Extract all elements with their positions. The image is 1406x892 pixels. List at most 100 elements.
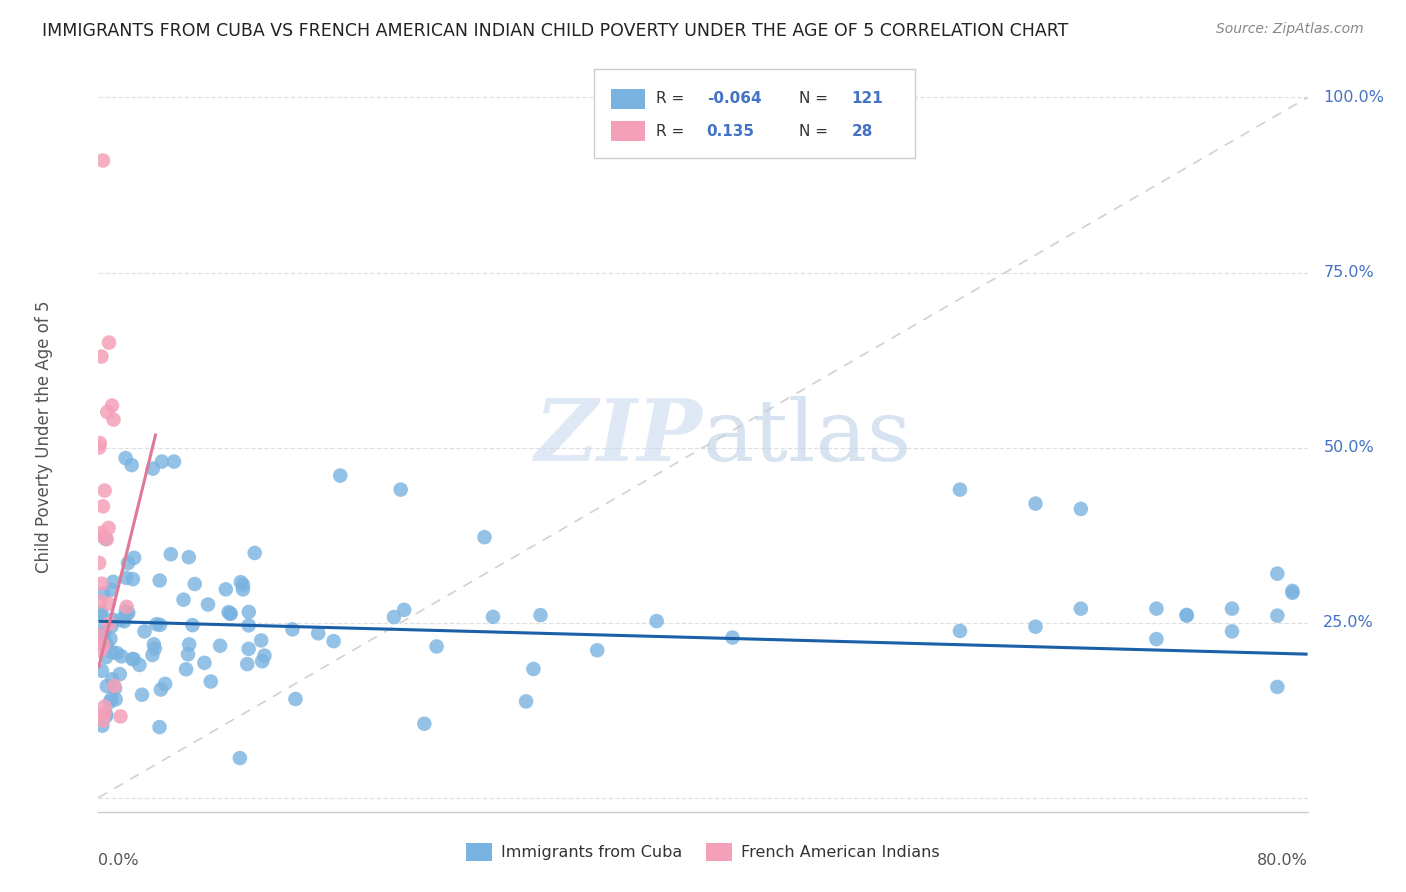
Point	[89, 643, 111, 657]
Point	[90, 350, 112, 364]
Point	[101, 673, 124, 687]
Point	[108, 667, 131, 681]
Point	[1220, 624, 1243, 639]
Point	[122, 652, 145, 666]
Point	[163, 454, 186, 468]
Point	[96, 679, 118, 693]
Point	[149, 682, 172, 697]
Point	[97, 521, 120, 535]
Point	[229, 751, 252, 765]
Text: 50.0%: 50.0%	[1323, 440, 1374, 455]
Point	[93, 699, 115, 714]
Point	[238, 618, 260, 632]
Point	[193, 656, 215, 670]
Point	[238, 605, 260, 619]
Point	[529, 608, 551, 623]
Point	[426, 640, 449, 654]
Point	[522, 662, 544, 676]
Point	[329, 468, 352, 483]
Point	[91, 719, 114, 733]
Point	[101, 645, 124, 659]
Point	[1220, 601, 1243, 615]
Point	[115, 607, 138, 622]
Point	[89, 436, 111, 450]
Point	[142, 637, 165, 651]
Point	[218, 605, 240, 619]
Point	[1267, 680, 1289, 694]
Point	[121, 572, 143, 586]
Point	[104, 681, 127, 696]
Point	[103, 574, 125, 589]
Text: -0.064: -0.064	[707, 91, 761, 106]
Point	[96, 405, 118, 419]
Point	[149, 618, 172, 632]
Point	[128, 657, 150, 672]
Point	[96, 532, 118, 546]
Point	[97, 597, 120, 611]
Point	[89, 441, 111, 455]
Point	[215, 582, 238, 597]
Point	[243, 546, 266, 560]
Point	[382, 610, 405, 624]
Point	[1281, 586, 1303, 600]
Point	[141, 648, 163, 662]
Point	[94, 709, 117, 723]
Point	[389, 483, 412, 497]
Point	[645, 614, 668, 628]
Point	[1024, 620, 1046, 634]
Point	[1267, 608, 1289, 623]
Point	[89, 594, 111, 608]
Point	[1144, 601, 1167, 615]
Point	[307, 626, 329, 640]
Point	[392, 603, 415, 617]
Point	[98, 616, 121, 631]
Point	[98, 695, 121, 709]
Point	[219, 607, 242, 621]
Point	[91, 586, 114, 600]
Text: R =: R =	[655, 124, 689, 138]
Point	[177, 550, 200, 565]
Text: 80.0%: 80.0%	[1257, 853, 1308, 868]
Point	[181, 618, 204, 632]
Point	[238, 641, 260, 656]
Text: 121: 121	[852, 91, 883, 106]
Point	[89, 607, 111, 621]
Point	[94, 707, 117, 722]
Point	[121, 458, 143, 472]
Point	[90, 525, 112, 540]
Point	[173, 592, 195, 607]
Point	[482, 610, 505, 624]
Point	[110, 709, 132, 723]
Point	[100, 632, 122, 646]
Point	[91, 638, 114, 652]
Point	[150, 454, 173, 468]
Text: Source: ZipAtlas.com: Source: ZipAtlas.com	[1216, 22, 1364, 37]
Text: 75.0%: 75.0%	[1323, 265, 1374, 280]
Point	[284, 692, 307, 706]
FancyBboxPatch shape	[595, 70, 915, 158]
Point	[90, 576, 112, 591]
Point	[93, 633, 115, 648]
Point	[117, 606, 139, 620]
Point	[94, 650, 117, 665]
Point	[117, 556, 139, 570]
Point	[200, 674, 222, 689]
Text: 0.135: 0.135	[707, 124, 755, 138]
Text: IMMIGRANTS FROM CUBA VS FRENCH AMERICAN INDIAN CHILD POVERTY UNDER THE AGE OF 5 : IMMIGRANTS FROM CUBA VS FRENCH AMERICAN …	[42, 22, 1069, 40]
Point	[153, 677, 176, 691]
Point	[114, 604, 136, 618]
Point	[184, 577, 207, 591]
Point	[586, 643, 609, 657]
Point	[89, 628, 111, 642]
Point	[721, 631, 744, 645]
Point	[1070, 601, 1092, 615]
Point	[112, 614, 135, 628]
Point	[1175, 607, 1198, 622]
Point	[134, 624, 156, 639]
Point	[93, 706, 115, 721]
Point	[89, 628, 111, 642]
Point	[236, 657, 259, 671]
Point	[219, 607, 242, 621]
Text: N =: N =	[799, 124, 832, 138]
Point	[949, 483, 972, 497]
